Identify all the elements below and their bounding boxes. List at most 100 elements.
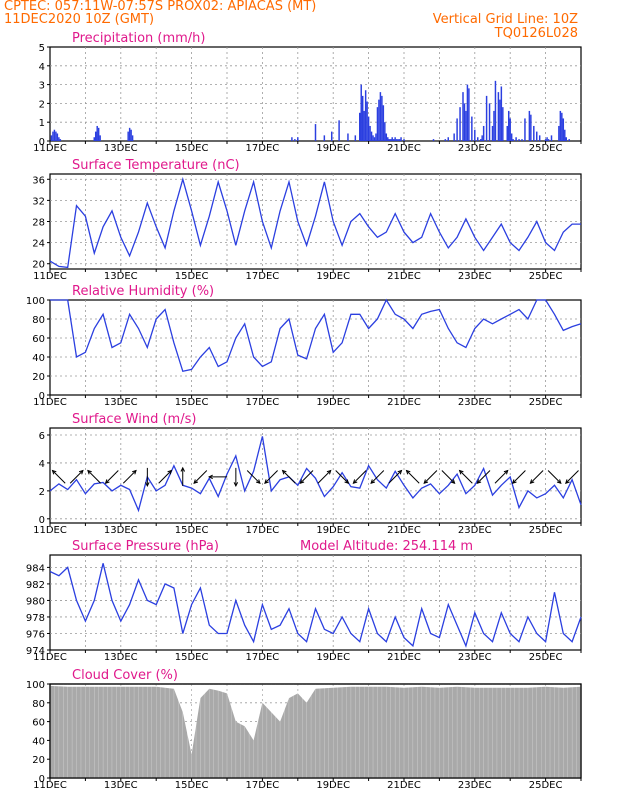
x-tick-label: 13DEC: [104, 525, 138, 536]
panel-title: Cloud Cover (%): [72, 668, 178, 683]
precip-bar: [363, 110, 365, 141]
x-tick-label: 23DEC: [458, 525, 492, 536]
precip-bar: [297, 137, 299, 141]
x-tick-label: 19DEC: [316, 525, 350, 536]
y-tick-label: 984: [26, 563, 45, 574]
precip-bar: [547, 139, 550, 141]
precip-bar: [485, 95, 488, 141]
y-tick-label: 80: [32, 315, 45, 326]
x-tick-label: 11DEC: [33, 525, 67, 536]
precip-bar: [403, 139, 405, 141]
wind-arrow: [512, 470, 526, 484]
x-tick-label: 15DEC: [175, 397, 209, 408]
precip-bar: [378, 99, 380, 141]
wind-arrow: [353, 470, 367, 484]
precip-bar: [388, 139, 390, 141]
header-right-line1: Vertical Grid Line: 10Z: [432, 12, 578, 27]
y-tick-label: 6: [39, 431, 45, 442]
wind-arrow-head: [193, 479, 199, 485]
y-tick-label: 1: [39, 118, 45, 129]
precip-bar: [521, 139, 523, 141]
x-tick-label: 21DEC: [387, 652, 421, 663]
precip-bar: [400, 137, 402, 141]
wind-arrow: [122, 470, 137, 484]
wind-arrow-head: [132, 469, 137, 475]
precip-bar: [562, 118, 565, 141]
x-tick-label: 23DEC: [458, 652, 492, 663]
y-tick-label: 100: [26, 296, 45, 307]
precip-bar: [382, 105, 385, 141]
wind-arrow: [158, 470, 172, 484]
precip-bar: [314, 124, 317, 141]
precip-bar: [550, 135, 553, 141]
wind-arrow: [441, 470, 455, 484]
precip-bar: [444, 139, 447, 141]
precip-bar: [502, 107, 504, 141]
y-tick-label: 0: [39, 774, 45, 785]
precip-bar: [128, 127, 131, 141]
precip-bar: [432, 139, 435, 141]
precip-bar: [456, 118, 458, 141]
wind-arrow: [69, 470, 84, 484]
precip-bar: [294, 139, 296, 141]
precip-bar: [466, 84, 469, 141]
precip-bar: [389, 139, 392, 141]
precip-bar: [481, 135, 483, 141]
wind-arrow-head: [180, 466, 186, 472]
precip-bar: [509, 118, 511, 141]
precip-bar: [387, 137, 389, 141]
precip-bar: [373, 137, 376, 141]
precip-bar: [512, 139, 514, 141]
wind-arrow: [406, 470, 420, 484]
precip-bar: [471, 116, 473, 141]
panel-annotation: Model Altitude: 254.114 m: [300, 539, 473, 554]
precip-bar: [131, 135, 134, 141]
y-tick-label: 978: [26, 613, 45, 624]
series-line: [49, 563, 582, 648]
precip-bar: [565, 137, 567, 141]
x-tick-label: 25DEC: [529, 525, 563, 536]
precip-bar: [359, 112, 361, 141]
y-tick-label: 982: [26, 580, 45, 591]
precip-bar: [50, 135, 53, 141]
y-tick-label: 32: [32, 196, 45, 207]
x-tick-label: 11DEC: [33, 780, 67, 791]
precip-bar: [459, 107, 461, 141]
panel-title: Surface Pressure (hPa): [72, 539, 219, 554]
wind-arrow-head: [370, 479, 376, 485]
y-tick-label: 20: [32, 260, 45, 271]
precip-bar: [533, 125, 535, 141]
y-tick-label: 980: [26, 596, 45, 607]
y-tick-label: 2: [39, 487, 45, 498]
x-tick-label: 13DEC: [104, 271, 138, 282]
y-tick-label: 24: [32, 239, 45, 250]
x-tick-label: 21DEC: [387, 780, 421, 791]
precip-bar: [530, 114, 532, 141]
wind-arrow-head: [476, 479, 482, 485]
x-tick-label: 25DEC: [529, 397, 563, 408]
wind-arrow: [317, 470, 332, 484]
y-tick-label: 5: [39, 43, 45, 54]
x-tick-label: 15DEC: [175, 143, 209, 154]
x-tick-label: 19DEC: [316, 271, 350, 282]
wind-arrow: [282, 470, 296, 484]
precip-bar: [58, 137, 60, 141]
y-tick-label: 4: [39, 459, 45, 470]
precip-bar: [99, 135, 101, 141]
wind-arrow-head: [78, 469, 84, 475]
header-left-line2: 11DEC2020 10Z (GMT): [4, 12, 155, 27]
wind-arrow-head: [423, 479, 429, 485]
precip-bar: [474, 129, 476, 141]
precip-bar: [499, 99, 501, 141]
wind-arrow-head: [529, 479, 535, 485]
precip-bar: [96, 125, 98, 141]
precip-bar: [468, 88, 470, 141]
precip-bar: [447, 137, 449, 141]
x-tick-label: 13DEC: [104, 143, 138, 154]
precip-bar: [369, 125, 371, 141]
x-tick-label: 21DEC: [387, 397, 421, 408]
x-tick-label: 19DEC: [316, 780, 350, 791]
precip-bar: [515, 137, 517, 141]
wind-arrow-head: [255, 479, 261, 485]
